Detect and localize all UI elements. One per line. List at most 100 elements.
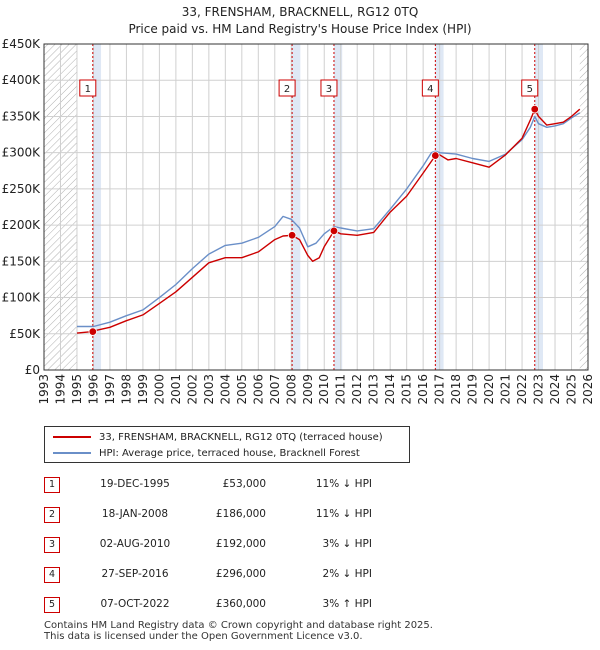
sale-badge: 5: [44, 597, 60, 613]
sale-point: [287, 231, 297, 240]
x-tick-label: 2002: [185, 374, 199, 405]
y-tick-label: £200K: [2, 218, 42, 232]
x-tick-label: 2015: [400, 374, 414, 405]
hatch-region-post-data: [579, 44, 588, 370]
x-tick-label: 2019: [466, 374, 480, 405]
sale-price: £192,000: [215, 538, 266, 550]
x-tick-label: 2008: [284, 374, 298, 405]
x-tick-label: 2025: [565, 374, 579, 405]
sale-date: 18-JAN-2008: [101, 508, 169, 520]
y-tick-label: £250K: [2, 182, 42, 196]
sale-marker-box: [278, 79, 296, 97]
hpi-series-line: [77, 112, 581, 328]
legend-swatch-property: [53, 436, 91, 438]
sale-price: £53,000: [222, 478, 266, 490]
x-tick-label: 1996: [86, 374, 100, 405]
x-tick-label: 1994: [53, 374, 67, 405]
y-tick-label: £300K: [2, 146, 42, 160]
legend-item-hpi: HPI: Average price, terraced house, Brac…: [53, 446, 360, 460]
y-tick-label: £400K: [2, 73, 42, 87]
x-tick-label: 2023: [532, 374, 546, 405]
sale-hpi-diff: 11% ↓ HPI: [315, 508, 372, 520]
sale-band: [333, 44, 343, 370]
sale-row: 4 27-SEP-2016 £296,000 2% ↓ HPI: [44, 566, 584, 584]
sale-badge: 2: [44, 507, 60, 523]
x-tick-label: 2011: [334, 374, 348, 405]
x-tick-label: 2005: [235, 374, 249, 405]
sale-point: [431, 151, 440, 160]
plot-background: [44, 44, 588, 370]
sale-marker-label: 2: [284, 84, 290, 95]
legend-label-hpi: HPI: Average price, terraced house, Brac…: [99, 447, 360, 459]
x-tick-label: 1995: [70, 374, 84, 405]
y-tick-label: £100K: [2, 291, 42, 305]
footer-note: Contains HM Land Registry data © Crown c…: [44, 620, 433, 642]
x-tick-label: 2021: [499, 374, 513, 405]
x-tick-label: 1997: [103, 374, 117, 405]
sale-point: [88, 327, 97, 336]
sale-row: 1 19-DEC-1995 £53,000 11% ↓ HPI: [44, 476, 584, 494]
y-tick-label: £450K: [2, 37, 42, 51]
sale-date: 19-DEC-1995: [100, 478, 170, 490]
plot-border: [43, 43, 589, 371]
sale-row: 3 02-AUG-2010 £192,000 3% ↓ HPI: [44, 536, 584, 554]
x-tick-label: 2012: [350, 374, 364, 405]
chart-legend: 33, FRENSHAM, BRACKNELL, RG12 0TQ (terra…: [44, 426, 410, 463]
x-tick-label: 2017: [433, 374, 447, 405]
sale-marker-box: [521, 79, 539, 97]
sale-point: [329, 226, 339, 236]
sale-badge: 3: [44, 537, 60, 553]
x-tick-label: 2003: [202, 374, 216, 405]
sale-marker-label: 3: [326, 84, 332, 95]
x-tick-label: 2018: [449, 374, 463, 405]
sale-band: [92, 44, 102, 370]
sale-badge: 4: [44, 567, 60, 583]
y-tick-label: £50K: [9, 327, 41, 341]
x-tick-label: 2020: [482, 374, 496, 405]
y-tick-label: £350K: [2, 109, 42, 123]
x-tick-label: 1998: [119, 374, 133, 405]
sale-row: 5 07-OCT-2022 £360,000 3% ↑ HPI: [44, 596, 584, 614]
sale-date: 27-SEP-2016: [101, 568, 169, 580]
sale-price: £186,000: [215, 508, 266, 520]
x-tick-label: 2022: [515, 374, 529, 405]
chart-title: 33, FRENSHAM, BRACKNELL, RG12 0TQ: [181, 5, 419, 19]
sale-point: [530, 104, 539, 114]
x-tick-label: 2014: [383, 374, 397, 405]
x-tick-label: 1993: [37, 374, 51, 405]
x-tick-label: 2001: [169, 374, 183, 405]
sale-marker-label: 4: [427, 84, 433, 95]
chart-subtitle: Price paid vs. HM Land Registry's House …: [128, 22, 472, 36]
sale-band: [292, 44, 301, 370]
legend-label-property: 33, FRENSHAM, BRACKNELL, RG12 0TQ (terra…: [99, 431, 383, 443]
sale-badge: 1: [44, 477, 60, 493]
x-tick-label: 2004: [218, 374, 232, 405]
y-tick-label: £150K: [2, 254, 42, 268]
x-tick-label: 2013: [367, 374, 381, 405]
legend-item-property: 33, FRENSHAM, BRACKNELL, RG12 0TQ (terra…: [53, 430, 383, 444]
sale-price: £296,000: [215, 568, 266, 580]
x-tick-label: 1999: [136, 374, 150, 405]
x-tick-label: 2026: [581, 374, 595, 405]
sale-date: 02-AUG-2010: [99, 538, 171, 550]
sale-price: £360,000: [215, 598, 266, 610]
sale-hpi-diff: 3% ↓ HPI: [322, 538, 372, 550]
x-tick-label: 2024: [548, 374, 562, 405]
x-tick-label: 2010: [317, 374, 331, 405]
footer-licence: This data is licensed under the Open Gov…: [44, 631, 363, 642]
sale-marker-label: 1: [85, 84, 91, 95]
footer-copyright: Contains HM Land Registry data © Crown c…: [44, 620, 433, 631]
x-tick-label: 2006: [251, 374, 265, 405]
x-tick-label: 2007: [268, 374, 282, 405]
sale-hpi-diff: 2% ↓ HPI: [322, 568, 372, 580]
chart-title-block: 33, FRENSHAM, BRACKNELL, RG12 0TQ Price …: [0, 4, 600, 38]
x-tick-label: 2016: [416, 374, 430, 405]
legend-swatch-hpi: [53, 452, 91, 454]
sale-row: 2 18-JAN-2008 £186,000 11% ↓ HPI: [44, 506, 584, 524]
x-tick-label: 2000: [152, 374, 166, 405]
sale-hpi-diff: 3% ↑ HPI: [322, 598, 372, 610]
sale-marker-box: [421, 79, 439, 97]
sale-marker-box: [79, 79, 97, 97]
sale-hpi-diff: 11% ↓ HPI: [315, 478, 372, 490]
